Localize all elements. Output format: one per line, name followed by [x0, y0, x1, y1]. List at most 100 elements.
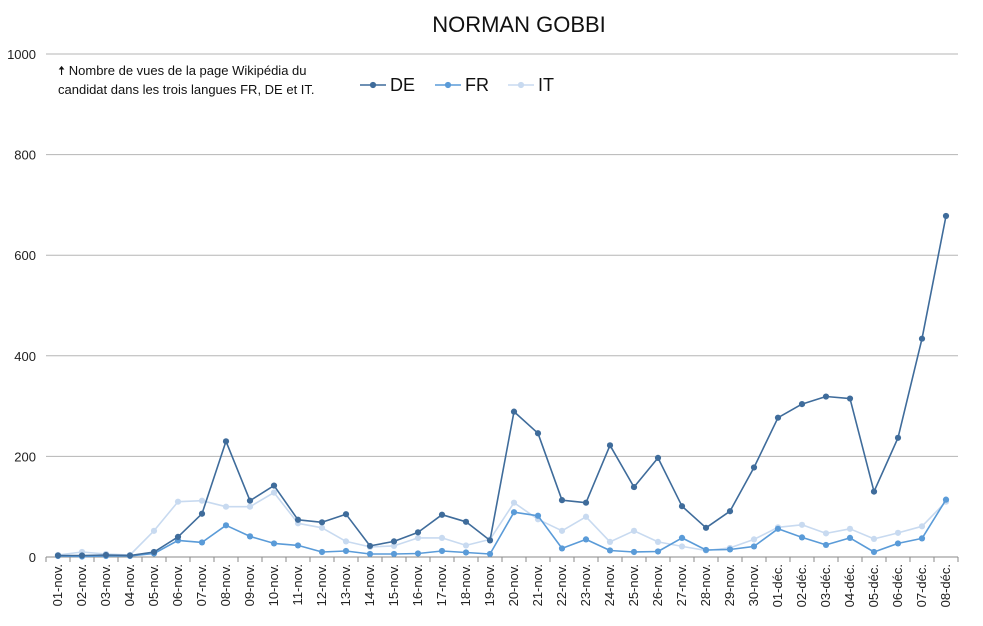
x-tick-label: 30-nov.: [746, 564, 761, 606]
annotation-line-2: candidat dans les trois langues FR, DE e…: [58, 82, 315, 97]
series-it: [54, 489, 950, 559]
data-point-fr: [438, 547, 446, 555]
data-point-fr: [798, 534, 806, 541]
x-tick-label: 10-nov.: [266, 564, 281, 606]
data-point-fr: [294, 542, 302, 549]
chart-title: NORMAN GOBBI: [432, 12, 606, 37]
data-point-de: [630, 483, 638, 491]
x-tick-label: 01-nov.: [50, 564, 65, 606]
data-point-de: [654, 454, 662, 462]
x-tick-label: 07-déc.: [914, 564, 929, 607]
data-point-fr: [702, 546, 710, 554]
legend-item-it: IT: [508, 75, 554, 95]
legend-label: IT: [538, 75, 554, 95]
data-point-de: [870, 488, 878, 495]
series-layer: [54, 212, 950, 560]
x-tick-label: 13-nov.: [338, 564, 353, 606]
data-point-de: [510, 408, 518, 415]
series-fr: [54, 496, 950, 560]
data-point-fr: [342, 547, 350, 555]
data-point-fr: [750, 543, 758, 550]
x-tick-label: 04-déc.: [842, 564, 857, 607]
data-point-de: [918, 335, 926, 342]
x-tick-label: 12-nov.: [314, 564, 329, 606]
annotation: 🠅 Nombre de vues de la page Wikipédia du…: [58, 61, 368, 99]
data-point-de: [702, 524, 710, 531]
x-tick-label: 14-nov.: [362, 564, 377, 606]
annotation-line-1: 🠅 Nombre de vues de la page Wikipédia du: [58, 61, 368, 80]
x-tick-label: 18-nov.: [458, 564, 473, 606]
data-point-fr: [510, 509, 518, 516]
data-point-it: [510, 499, 518, 506]
data-point-fr: [318, 548, 326, 556]
data-point-de: [438, 511, 446, 518]
legend-label: FR: [465, 75, 489, 95]
data-point-fr: [462, 549, 470, 556]
legend: DE FR IT: [360, 75, 554, 95]
x-tick-label: 04-nov.: [122, 564, 137, 606]
data-point-fr: [390, 550, 398, 558]
x-tick-label: 06-nov.: [170, 564, 185, 606]
data-point-it: [630, 527, 638, 534]
x-tick-label: 15-nov.: [386, 564, 401, 606]
x-tick-label: 02-nov.: [74, 564, 89, 606]
x-axis: 01-nov. 02-nov. 03-nov. 04-nov. 05-nov. 06-no…: [45, 557, 959, 607]
data-point-it: [558, 527, 566, 534]
x-tick-label: 05-nov.: [146, 564, 161, 606]
legend-swatch-marker: [517, 81, 525, 89]
x-tick-label: 28-nov.: [698, 564, 713, 606]
x-tick-label: 16-nov.: [410, 564, 425, 606]
data-point-fr: [774, 525, 782, 532]
series-line-de: [58, 215, 947, 557]
x-tick-label: 09-nov.: [242, 564, 257, 606]
data-point-it: [390, 542, 398, 550]
data-point-de: [750, 464, 758, 471]
data-point-it: [798, 521, 806, 528]
data-point-de: [822, 393, 830, 400]
x-tick-label: 23-nov.: [578, 564, 593, 606]
data-point-fr: [654, 548, 662, 555]
data-point-it: [894, 529, 902, 536]
data-point-fr: [222, 522, 230, 529]
data-point-it: [846, 525, 854, 532]
x-tick-label: 02-déc.: [794, 564, 809, 607]
data-point-de: [246, 497, 254, 504]
data-point-it: [414, 534, 422, 541]
data-point-fr: [366, 550, 374, 558]
data-point-it: [870, 535, 878, 542]
data-point-de: [366, 542, 374, 550]
data-point-it: [606, 538, 614, 546]
data-point-it: [678, 543, 686, 550]
data-point-de: [126, 552, 134, 559]
data-point-fr: [486, 550, 494, 558]
x-tick-label: 21-nov.: [530, 564, 545, 606]
data-point-it: [462, 542, 470, 549]
data-point-de: [102, 551, 110, 559]
data-point-de: [222, 438, 230, 445]
y-tick-label: 400: [14, 349, 36, 364]
data-point-de: [78, 552, 86, 559]
data-point-it: [654, 538, 662, 546]
data-point-fr: [534, 512, 542, 519]
data-point-de: [294, 516, 302, 523]
data-point-fr: [894, 540, 902, 547]
y-tick-label: 1000: [7, 47, 36, 62]
data-point-it: [438, 534, 446, 541]
legend-swatch-marker: [369, 81, 377, 89]
data-point-de: [606, 442, 614, 449]
data-point-fr: [414, 550, 422, 557]
data-point-fr: [678, 534, 686, 541]
data-point-it: [198, 497, 206, 504]
y-axis: 0 200 400 600 800 1000: [7, 47, 36, 565]
data-point-fr: [822, 541, 830, 549]
data-point-de: [534, 430, 542, 437]
data-point-de: [774, 414, 782, 421]
data-point-it: [174, 498, 182, 505]
data-point-it: [750, 536, 758, 543]
x-tick-label: 17-nov.: [434, 564, 449, 606]
data-point-fr: [606, 547, 614, 554]
data-point-fr: [270, 540, 278, 547]
data-point-de: [798, 400, 806, 408]
data-point-de: [582, 499, 590, 506]
data-point-fr: [870, 548, 878, 556]
